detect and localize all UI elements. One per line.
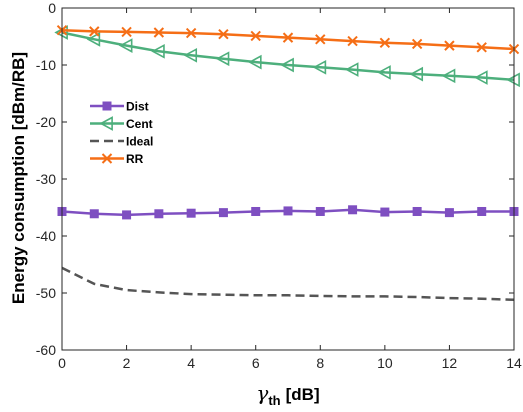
legend-item-cent: Cent <box>90 116 153 131</box>
legend-label-cent: Cent <box>126 117 153 131</box>
data-point-rr-13 <box>476 42 487 53</box>
legend-label-ideal: Ideal <box>126 135 153 149</box>
data-point-rr-12 <box>444 40 455 51</box>
data-point-cent-9 <box>344 62 359 77</box>
series-line-cent <box>61 31 515 82</box>
data-point-cent-11 <box>409 66 424 82</box>
data-point-rr-2 <box>121 26 132 38</box>
x-tick-label-1: 2 <box>123 355 131 371</box>
x-tick-label-4: 8 <box>316 355 324 371</box>
axis-labels: γth [dB] Energy consumption [dBm/RB] <box>9 52 320 408</box>
data-point-rr-5 <box>218 29 229 40</box>
y-tick-label-2: -20 <box>36 114 56 130</box>
y-tick-label-4: -40 <box>36 228 56 244</box>
data-point-dist-12 <box>444 208 454 218</box>
data-point-dist-9 <box>348 205 358 215</box>
legend-item-rr: RR <box>90 152 144 166</box>
data-point-cent-5 <box>215 51 230 67</box>
axes-layer: 0 2 4 6 8 10 12 14 0 -10 -20 -30 -40 -50 -60 <box>36 0 522 371</box>
data-point-dist-13 <box>477 206 487 216</box>
data-point-cent-4 <box>183 47 198 63</box>
data-point-dist-6 <box>251 206 261 216</box>
x-tick-label-0: 0 <box>58 355 66 371</box>
x-tick-label-6: 12 <box>442 355 458 371</box>
data-point-rr-6 <box>250 30 261 42</box>
legend-marker-rr <box>101 153 113 164</box>
legend: Dist Cent Ideal RR <box>90 100 153 166</box>
data-point-rr-7 <box>282 32 294 43</box>
data-point-rr-8 <box>315 34 326 45</box>
legend-item-ideal: Ideal <box>90 135 153 149</box>
data-point-cent-8 <box>312 59 327 75</box>
legend-marker-dist <box>102 101 112 111</box>
x-tick-label-5: 10 <box>377 355 393 371</box>
data-point-rr-11 <box>411 38 423 50</box>
data-point-cent-2 <box>118 38 133 53</box>
y-tick-label-0: 0 <box>48 0 56 16</box>
x-axis-label-unit: [dB] <box>286 385 320 404</box>
data-point-dist-3 <box>154 209 164 219</box>
data-point-rr-9 <box>347 35 358 47</box>
data-point-cent-6 <box>248 54 262 70</box>
data-point-dist-7 <box>283 206 293 216</box>
data-point-dist-1 <box>89 209 99 219</box>
y-tick-label-1: -10 <box>36 57 56 73</box>
data-point-dist-8 <box>315 206 325 216</box>
x-axis-label-subscript: th <box>268 393 280 408</box>
y-tick-label-3: -30 <box>36 171 56 187</box>
data-point-cent-3 <box>151 43 165 59</box>
data-point-dist-5 <box>218 208 228 218</box>
data-point-dist-4 <box>186 208 196 218</box>
data-point-dist-10 <box>380 207 390 217</box>
data-point-cent-1 <box>86 32 101 47</box>
series-line-ideal <box>61 266 515 302</box>
legend-item-dist: Dist <box>90 100 149 114</box>
data-point-dist-2 <box>122 210 132 220</box>
y-axis-label: Energy consumption [dBm/RB] <box>9 52 28 304</box>
data-point-cent-13 <box>474 70 488 85</box>
y-tick-label-5: -50 <box>36 285 56 301</box>
y-tick-label-6: -60 <box>36 342 56 358</box>
data-point-cent-7 <box>280 57 294 73</box>
data-point-rr-10 <box>379 37 391 48</box>
series-rr <box>56 25 520 55</box>
data-point-rr-4 <box>185 27 197 39</box>
series-ideal <box>61 266 515 302</box>
legend-label-dist: Dist <box>126 100 149 114</box>
x-axis-label-symbol: γ <box>256 381 268 405</box>
legend-marker-cent <box>99 116 113 131</box>
data-point-rr-3 <box>153 27 165 38</box>
x-tick-label-3: 6 <box>252 355 260 371</box>
plot-background <box>62 8 514 350</box>
data-point-dist-11 <box>412 206 422 216</box>
data-point-cent-12 <box>441 68 456 84</box>
data-point-cent-10 <box>377 65 391 80</box>
plot-area <box>62 8 514 350</box>
x-axis-label: γth [dB] <box>256 381 319 408</box>
series-cent <box>54 25 520 88</box>
x-tick-label-2: 4 <box>187 355 195 371</box>
legend-label-rr: RR <box>126 152 144 166</box>
data-point-rr-1 <box>89 26 100 37</box>
x-tick-label-7: 14 <box>506 355 522 371</box>
